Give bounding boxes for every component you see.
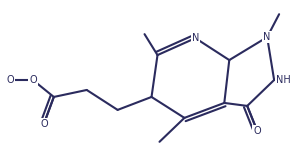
Text: O: O	[253, 126, 261, 136]
Text: N: N	[263, 32, 271, 42]
Text: NH: NH	[276, 75, 291, 85]
Text: N: N	[192, 33, 199, 43]
Text: O: O	[6, 75, 14, 85]
Text: O: O	[29, 75, 37, 85]
Text: O: O	[40, 119, 48, 129]
